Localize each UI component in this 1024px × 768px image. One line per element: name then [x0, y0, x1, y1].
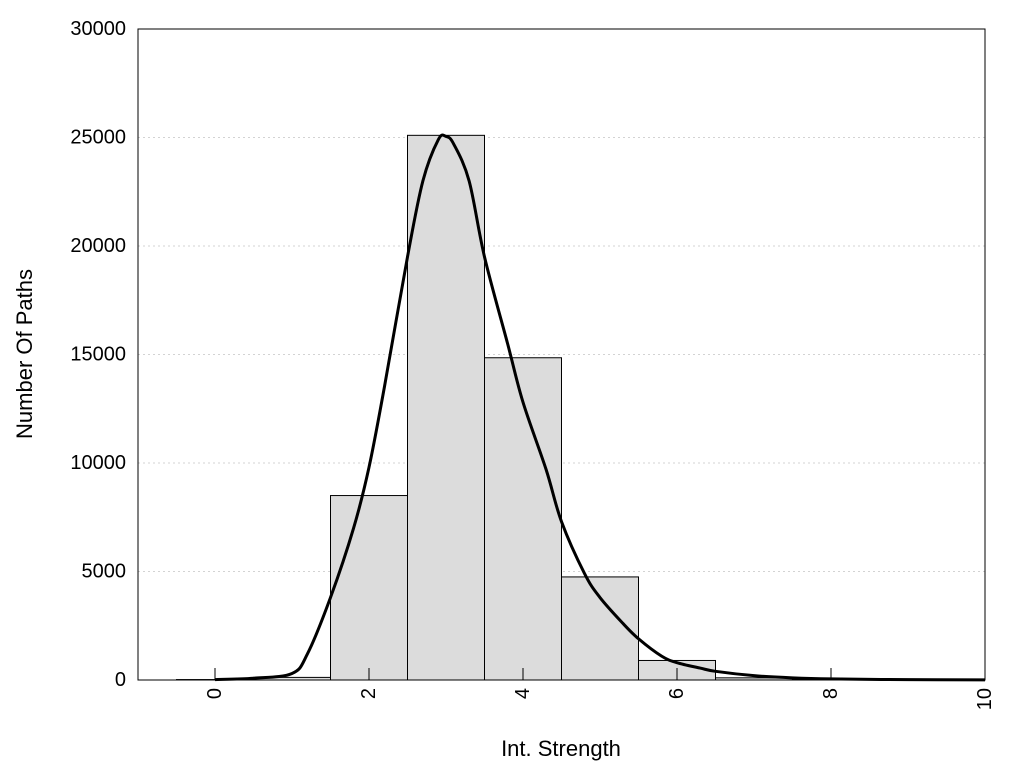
y-tick-label: 5000	[82, 561, 127, 583]
histogram-bar	[330, 495, 408, 681]
x-axis-title: Int. Strength	[501, 736, 621, 761]
x-tick-label: 2	[358, 688, 380, 699]
x-tick-label: 10	[974, 688, 996, 710]
histogram-bars	[176, 134, 947, 681]
grid-lines	[138, 137, 985, 572]
y-axis-title: Number Of Paths	[12, 269, 37, 439]
y-tick-label: 25000	[70, 127, 126, 149]
histogram-bar	[407, 134, 485, 681]
y-tick-label: 15000	[70, 344, 126, 366]
y-tick-label: 20000	[70, 235, 126, 257]
x-tick-label: 4	[512, 688, 534, 699]
x-tick-label: 8	[820, 688, 842, 699]
y-tick-label: 0	[115, 669, 126, 691]
density-curve	[214, 133, 986, 682]
x-tick-label: 0	[204, 688, 226, 699]
y-tick-label: 10000	[70, 452, 126, 474]
y-tick-label: 30000	[70, 18, 126, 40]
tick-labels: 0 2 4 6 8 10 0 5000 10000 15000 20000 25000 30000	[70, 18, 996, 710]
axis-ticks	[214, 668, 986, 680]
density-curve-layer	[214, 133, 986, 682]
x-tick-label: 6	[666, 688, 688, 699]
plot-frame	[137, 28, 986, 681]
